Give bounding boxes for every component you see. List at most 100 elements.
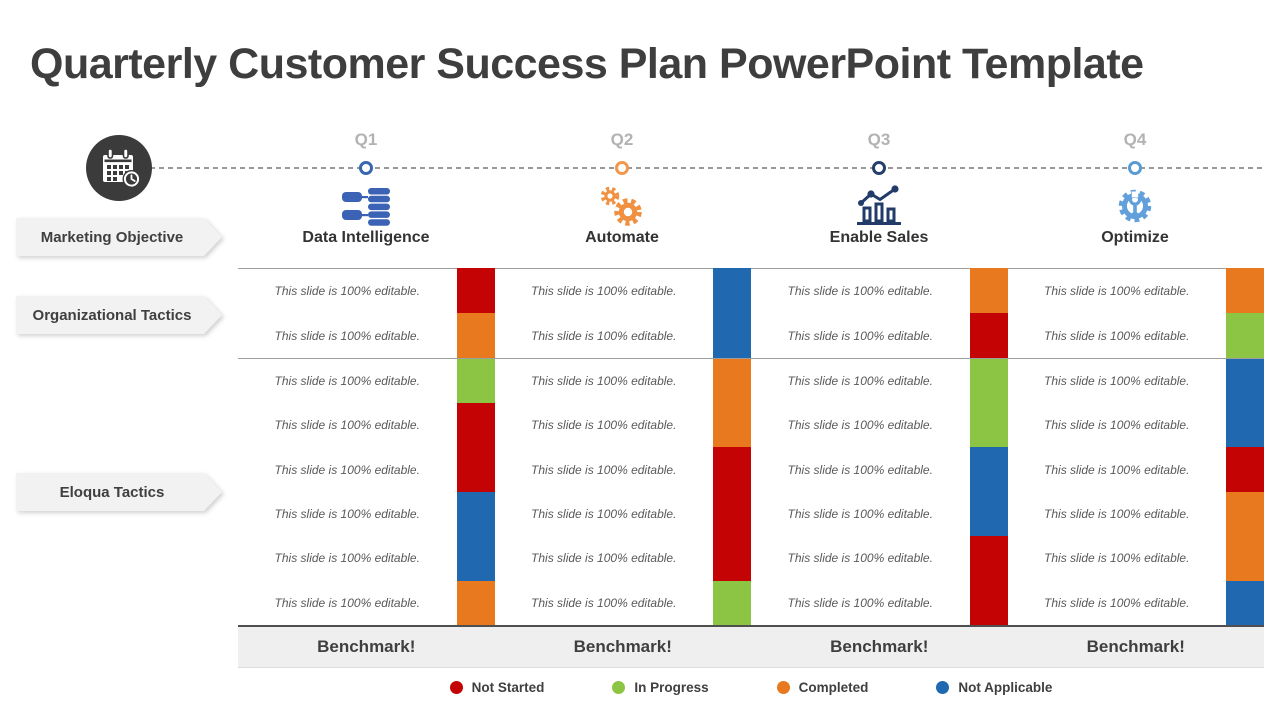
benchmark-row: Benchmark! Benchmark! Benchmark! Benchma… bbox=[238, 625, 1264, 668]
benchmark-q2: Benchmark! bbox=[573, 637, 672, 656]
editable-text-cell[interactable]: This slide is 100% editable. bbox=[1008, 536, 1227, 580]
status-segment-not-applicable bbox=[969, 447, 1008, 536]
editable-text-cell[interactable]: This slide is 100% editable. bbox=[495, 269, 714, 314]
editable-text-cell[interactable]: This slide is 100% editable. bbox=[1008, 492, 1227, 536]
editable-text-cell[interactable]: This slide is 100% editable. bbox=[1008, 269, 1227, 314]
editable-text-cell[interactable]: This slide is 100% editable. bbox=[1008, 448, 1227, 492]
q2-label: Q2 bbox=[610, 130, 634, 149]
editable-text: This slide is 100% editable. bbox=[1044, 418, 1190, 433]
timeline-axis bbox=[150, 167, 1264, 169]
editable-text-cell[interactable]: This slide is 100% editable. bbox=[238, 269, 457, 314]
editable-text: This slide is 100% editable. bbox=[274, 507, 420, 522]
benchmark-q4: Benchmark! bbox=[1086, 637, 1185, 656]
editable-text: This slide is 100% editable. bbox=[787, 462, 933, 477]
editable-text-cell[interactable]: This slide is 100% editable. bbox=[751, 536, 970, 580]
editable-text: This slide is 100% editable. bbox=[274, 551, 420, 566]
editable-text: This slide is 100% editable. bbox=[787, 284, 933, 299]
editable-text-cell[interactable]: This slide is 100% editable. bbox=[751, 403, 970, 447]
editable-text: This slide is 100% editable. bbox=[274, 373, 420, 388]
editable-text: This slide is 100% editable. bbox=[787, 329, 933, 344]
q3-objective-label: Enable Sales bbox=[829, 229, 929, 246]
q4-objective-label: Optimize bbox=[1101, 229, 1169, 246]
editable-text-cell[interactable]: This slide is 100% editable. bbox=[495, 448, 714, 492]
editable-text-cell[interactable]: This slide is 100% editable. bbox=[238, 448, 457, 492]
editable-text-cell[interactable]: This slide is 100% editable. bbox=[495, 314, 714, 359]
legend-item-not-started: Not Started bbox=[449, 680, 544, 695]
database-icon bbox=[340, 185, 392, 227]
row-label-text: Eloqua Tactics bbox=[59, 483, 165, 501]
editable-text-cell[interactable]: This slide is 100% editable. bbox=[751, 448, 970, 492]
editable-text: This slide is 100% editable. bbox=[531, 329, 677, 344]
calendar-icon bbox=[85, 134, 153, 202]
status-strip-q4 bbox=[1226, 268, 1264, 625]
q1-objective-label: Data Intelligence bbox=[302, 229, 430, 246]
q2-objective-label: Automate bbox=[585, 229, 659, 246]
status-segment-completed bbox=[456, 580, 495, 625]
legend-item-in-progress: In Progress bbox=[612, 680, 709, 695]
editable-text: This slide is 100% editable. bbox=[274, 595, 420, 610]
editable-text: This slide is 100% editable. bbox=[531, 284, 677, 299]
plan-table: This slide is 100% editable. This slide i… bbox=[238, 268, 1264, 668]
editable-text: This slide is 100% editable. bbox=[531, 507, 677, 522]
editable-text-cell[interactable]: This slide is 100% editable. bbox=[1008, 314, 1227, 359]
editable-text-cell[interactable]: This slide is 100% editable. bbox=[1008, 359, 1227, 403]
editable-text-cell[interactable]: This slide is 100% editable. bbox=[238, 536, 457, 580]
editable-text-cell[interactable]: This slide is 100% editable. bbox=[1008, 403, 1227, 447]
plan-column-q1: This slide is 100% editable. This slide i… bbox=[238, 268, 495, 625]
in-progress-dot-icon bbox=[612, 681, 626, 694]
editable-text-cell[interactable]: This slide is 100% editable. bbox=[238, 492, 457, 536]
editable-text-cell[interactable]: This slide is 100% editable. bbox=[495, 581, 714, 625]
editable-text-cell[interactable]: This slide is 100% editable. bbox=[495, 536, 714, 580]
editable-text-cell[interactable]: This slide is 100% editable. bbox=[751, 492, 970, 536]
status-strip-q2 bbox=[713, 268, 751, 625]
editable-text-cell[interactable]: This slide is 100% editable. bbox=[751, 269, 970, 314]
section-divider bbox=[238, 358, 1264, 359]
benchmark-q1: Benchmark! bbox=[317, 637, 416, 656]
benchmark-q3: Benchmark! bbox=[830, 637, 929, 656]
editable-text: This slide is 100% editable. bbox=[787, 418, 933, 433]
editable-text: This slide is 100% editable. bbox=[1044, 462, 1190, 477]
q1-label: Q1 bbox=[354, 130, 378, 149]
status-segment-not-started bbox=[456, 268, 495, 313]
status-segment-not-started bbox=[713, 447, 751, 581]
status-segment-not-started bbox=[1226, 447, 1264, 492]
editable-text-cell[interactable]: This slide is 100% editable. bbox=[1008, 581, 1227, 625]
q4-milestone-marker bbox=[1128, 161, 1142, 175]
status-strip-q3 bbox=[969, 268, 1008, 625]
editable-text: This slide is 100% editable. bbox=[1044, 329, 1190, 344]
q2-milestone-marker bbox=[615, 161, 629, 175]
not-applicable-dot-icon bbox=[936, 681, 950, 694]
editable-text-cell[interactable]: This slide is 100% editable. bbox=[495, 359, 714, 403]
plan-column-q2: This slide is 100% editable. This slide i… bbox=[495, 268, 751, 625]
q4-label: Q4 bbox=[1123, 130, 1147, 149]
status-segment-completed bbox=[456, 313, 495, 358]
editable-text-cell[interactable]: This slide is 100% editable. bbox=[238, 314, 457, 359]
editable-text: This slide is 100% editable. bbox=[787, 595, 933, 610]
status-segment-completed bbox=[1226, 268, 1264, 313]
status-segment-not-started bbox=[456, 402, 495, 492]
editable-text-cell[interactable]: This slide is 100% editable. bbox=[495, 403, 714, 447]
status-segment-not-applicable bbox=[1226, 358, 1264, 447]
plan-column-q3: This slide is 100% editable. This slide i… bbox=[751, 268, 1008, 625]
row-label-marketing-objective: Marketing Objective bbox=[16, 218, 222, 256]
gears-icon bbox=[595, 185, 649, 227]
editable-text-cell[interactable]: This slide is 100% editable. bbox=[495, 492, 714, 536]
editable-text: This slide is 100% editable. bbox=[274, 418, 420, 433]
status-segment-not-applicable bbox=[1226, 580, 1264, 625]
editable-text-cell[interactable]: This slide is 100% editable. bbox=[238, 359, 457, 403]
bar-chart-icon bbox=[853, 185, 905, 227]
status-segment-completed bbox=[1226, 491, 1264, 581]
status-segment-in-progress bbox=[1226, 313, 1264, 358]
editable-text-cell[interactable]: This slide is 100% editable. bbox=[751, 359, 970, 403]
editable-text-cell[interactable]: This slide is 100% editable. bbox=[751, 314, 970, 359]
row-label-text: Marketing Objective bbox=[40, 228, 184, 246]
editable-text: This slide is 100% editable. bbox=[1044, 373, 1190, 388]
row-label-organizational-tactics: Organizational Tactics bbox=[16, 296, 222, 334]
status-segment-in-progress bbox=[456, 358, 495, 403]
plan-column-q4: This slide is 100% editable. This slide i… bbox=[1008, 268, 1264, 625]
q1-milestone-marker bbox=[359, 161, 373, 175]
editable-text-cell[interactable]: This slide is 100% editable. bbox=[238, 403, 457, 447]
editable-text-cell[interactable]: This slide is 100% editable. bbox=[751, 581, 970, 625]
editable-text-cell[interactable]: This slide is 100% editable. bbox=[238, 581, 457, 625]
q3-milestone-marker bbox=[872, 161, 886, 175]
